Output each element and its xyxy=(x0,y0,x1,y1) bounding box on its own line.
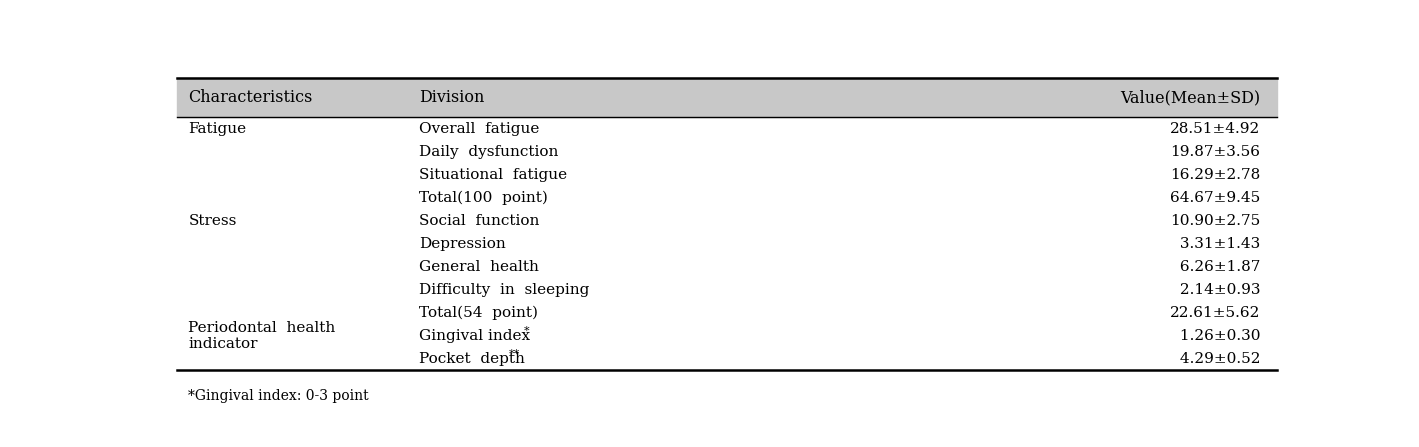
Text: Pocket  depth: Pocket depth xyxy=(420,352,525,366)
Bar xyxy=(177,78,1277,117)
Text: 2.14±0.93: 2.14±0.93 xyxy=(1175,283,1260,297)
Text: Characteristics: Characteristics xyxy=(189,89,312,106)
Text: 19.87±3.56: 19.87±3.56 xyxy=(1171,145,1260,159)
Text: 3.31±1.43: 3.31±1.43 xyxy=(1175,237,1260,251)
Text: Total(100  point): Total(100 point) xyxy=(420,190,548,205)
Text: Periodontal  health
indicator: Periodontal health indicator xyxy=(189,320,336,351)
Text: *: * xyxy=(524,326,529,336)
Text: Overall  fatigue: Overall fatigue xyxy=(420,122,539,136)
Text: *Gingival index: 0-3 point: *Gingival index: 0-3 point xyxy=(189,389,369,403)
Text: 64.67±9.45: 64.67±9.45 xyxy=(1171,191,1260,205)
Text: Depression: Depression xyxy=(420,237,507,251)
Text: Value(Mean±SD): Value(Mean±SD) xyxy=(1121,89,1260,106)
Text: Fatigue: Fatigue xyxy=(189,122,247,136)
Text: General  health: General health xyxy=(420,260,539,274)
Text: 22.61±5.62: 22.61±5.62 xyxy=(1171,306,1260,320)
Text: Daily  dysfunction: Daily dysfunction xyxy=(420,145,559,159)
Text: Social  function: Social function xyxy=(420,214,539,228)
Text: 6.26±1.87: 6.26±1.87 xyxy=(1175,260,1260,274)
Text: 16.29±2.78: 16.29±2.78 xyxy=(1171,168,1260,182)
Text: Division: Division xyxy=(420,89,485,106)
Text: Gingival index: Gingival index xyxy=(420,329,531,343)
Text: Difficulty  in  sleeping: Difficulty in sleeping xyxy=(420,283,590,297)
Text: Total(54  point): Total(54 point) xyxy=(420,306,538,320)
Text: 28.51±4.92: 28.51±4.92 xyxy=(1171,122,1260,136)
Text: Situational  fatigue: Situational fatigue xyxy=(420,168,568,182)
Text: 1.26±0.30: 1.26±0.30 xyxy=(1175,329,1260,343)
Text: **: ** xyxy=(509,349,521,359)
Text: 10.90±2.75: 10.90±2.75 xyxy=(1171,214,1260,228)
Text: Stress: Stress xyxy=(189,214,237,228)
Text: 4.29±0.52: 4.29±0.52 xyxy=(1175,352,1260,366)
